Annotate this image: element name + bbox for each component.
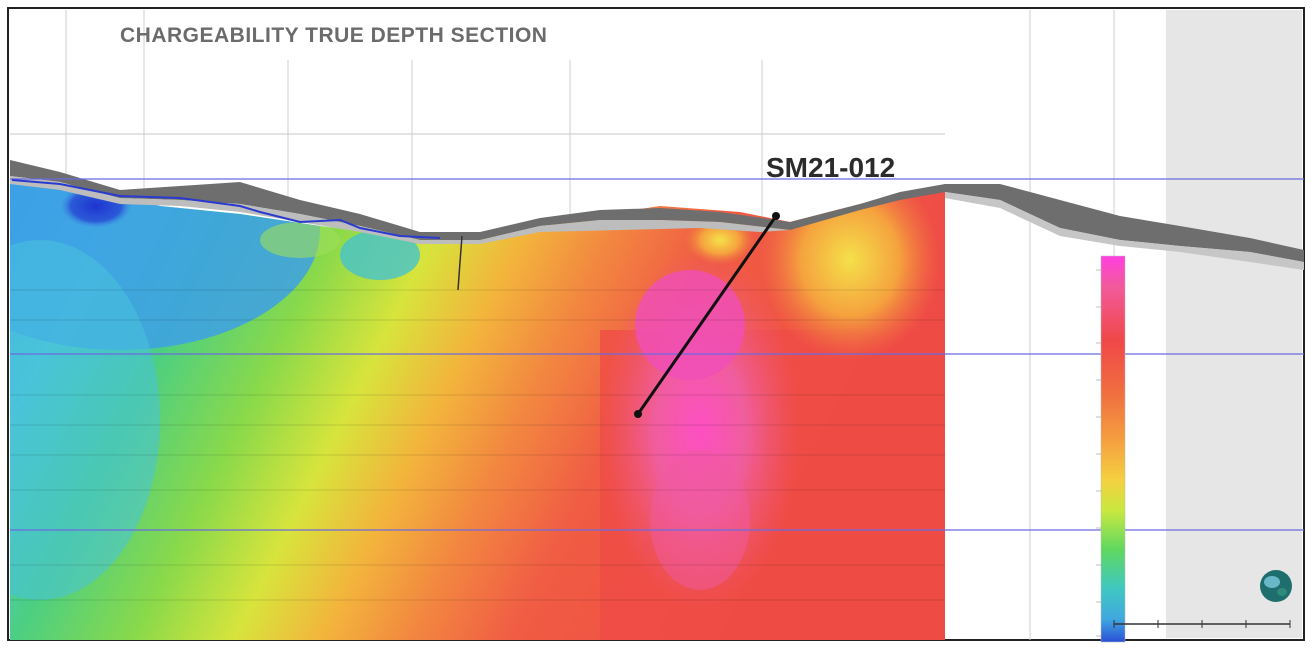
section-title: CHARGEABILITY TRUE DEPTH SECTION <box>120 24 548 47</box>
globe-logo-icon <box>1260 570 1292 602</box>
topography <box>10 160 1304 270</box>
scale-bar <box>1113 620 1291 628</box>
drillhole-sm21-012 <box>634 212 780 418</box>
surface-trace <box>11 179 441 239</box>
side-panel <box>1166 10 1302 638</box>
color-legend <box>1096 255 1126 643</box>
grid-lines <box>10 289 945 601</box>
short-drillhole <box>457 235 463 291</box>
drillhole-label: SM21-012 <box>766 152 896 183</box>
chargeability-section <box>10 176 945 640</box>
elevation-lines <box>10 178 1304 531</box>
